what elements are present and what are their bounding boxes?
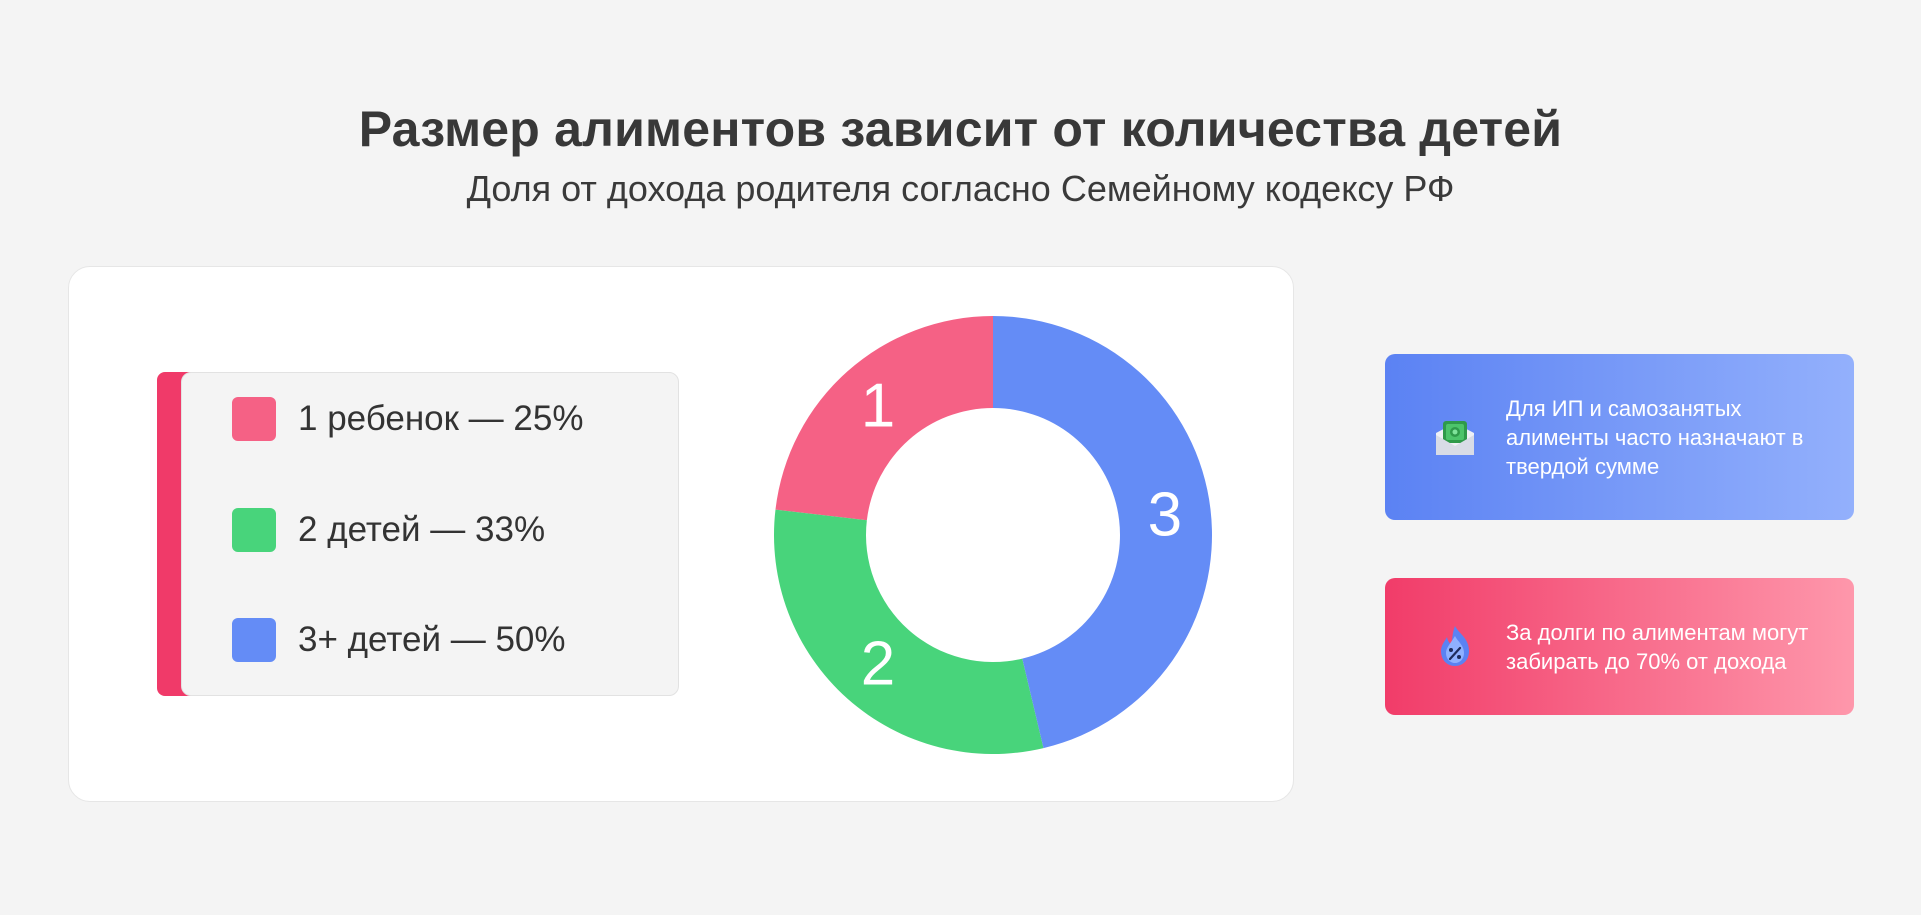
info-card-fixed-amount: Для ИП и самозанятых алименты часто назн… <box>1385 354 1854 520</box>
percent-flame-icon <box>1441 626 1469 666</box>
info-text-debt: За долги по алиментам могут забирать до … <box>1506 619 1809 674</box>
legend-label-2: 2 детей — 33% <box>298 510 546 549</box>
legend-item-3: 3+ детей — 50% <box>232 618 566 662</box>
donut-chart: 1 2 3 <box>774 316 1212 754</box>
legend: 1 ребенок — 25% 2 детей — 33% 3+ детей —… <box>181 372 679 696</box>
legend-swatch-1 <box>232 397 276 441</box>
chart-card: 1 ребенок — 25% 2 детей — 33% 3+ детей —… <box>68 266 1294 802</box>
legend-label-1: 1 ребенок — 25% <box>298 399 584 438</box>
donut-label-2: 2 <box>861 630 895 699</box>
info-text-fixed-amount: Для ИП и самозанятых алименты часто назн… <box>1506 395 1804 479</box>
donut-label-1: 1 <box>861 371 895 440</box>
page-title: Размер алиментов зависит от количества д… <box>358 101 1563 157</box>
legend-item-1: 1 ребенок — 25% <box>232 397 583 441</box>
info-card-debt: За долги по алиментам могут забирать до … <box>1385 578 1854 715</box>
legend-swatch-3 <box>232 618 276 662</box>
legend-swatch-2 <box>232 508 276 552</box>
legend-label-3: 3+ детей — 50% <box>298 620 566 659</box>
donut-slice-3 <box>993 316 1212 749</box>
money-envelope-icon <box>1436 421 1474 455</box>
donut-label-3: 3 <box>1148 480 1182 549</box>
donut-slice-1 <box>775 316 993 521</box>
legend-item-2: 2 детей — 33% <box>232 508 545 552</box>
page-subtitle: Доля от дохода родителя согласно Семейно… <box>466 168 1455 209</box>
donut-slice-2 <box>774 509 1044 754</box>
